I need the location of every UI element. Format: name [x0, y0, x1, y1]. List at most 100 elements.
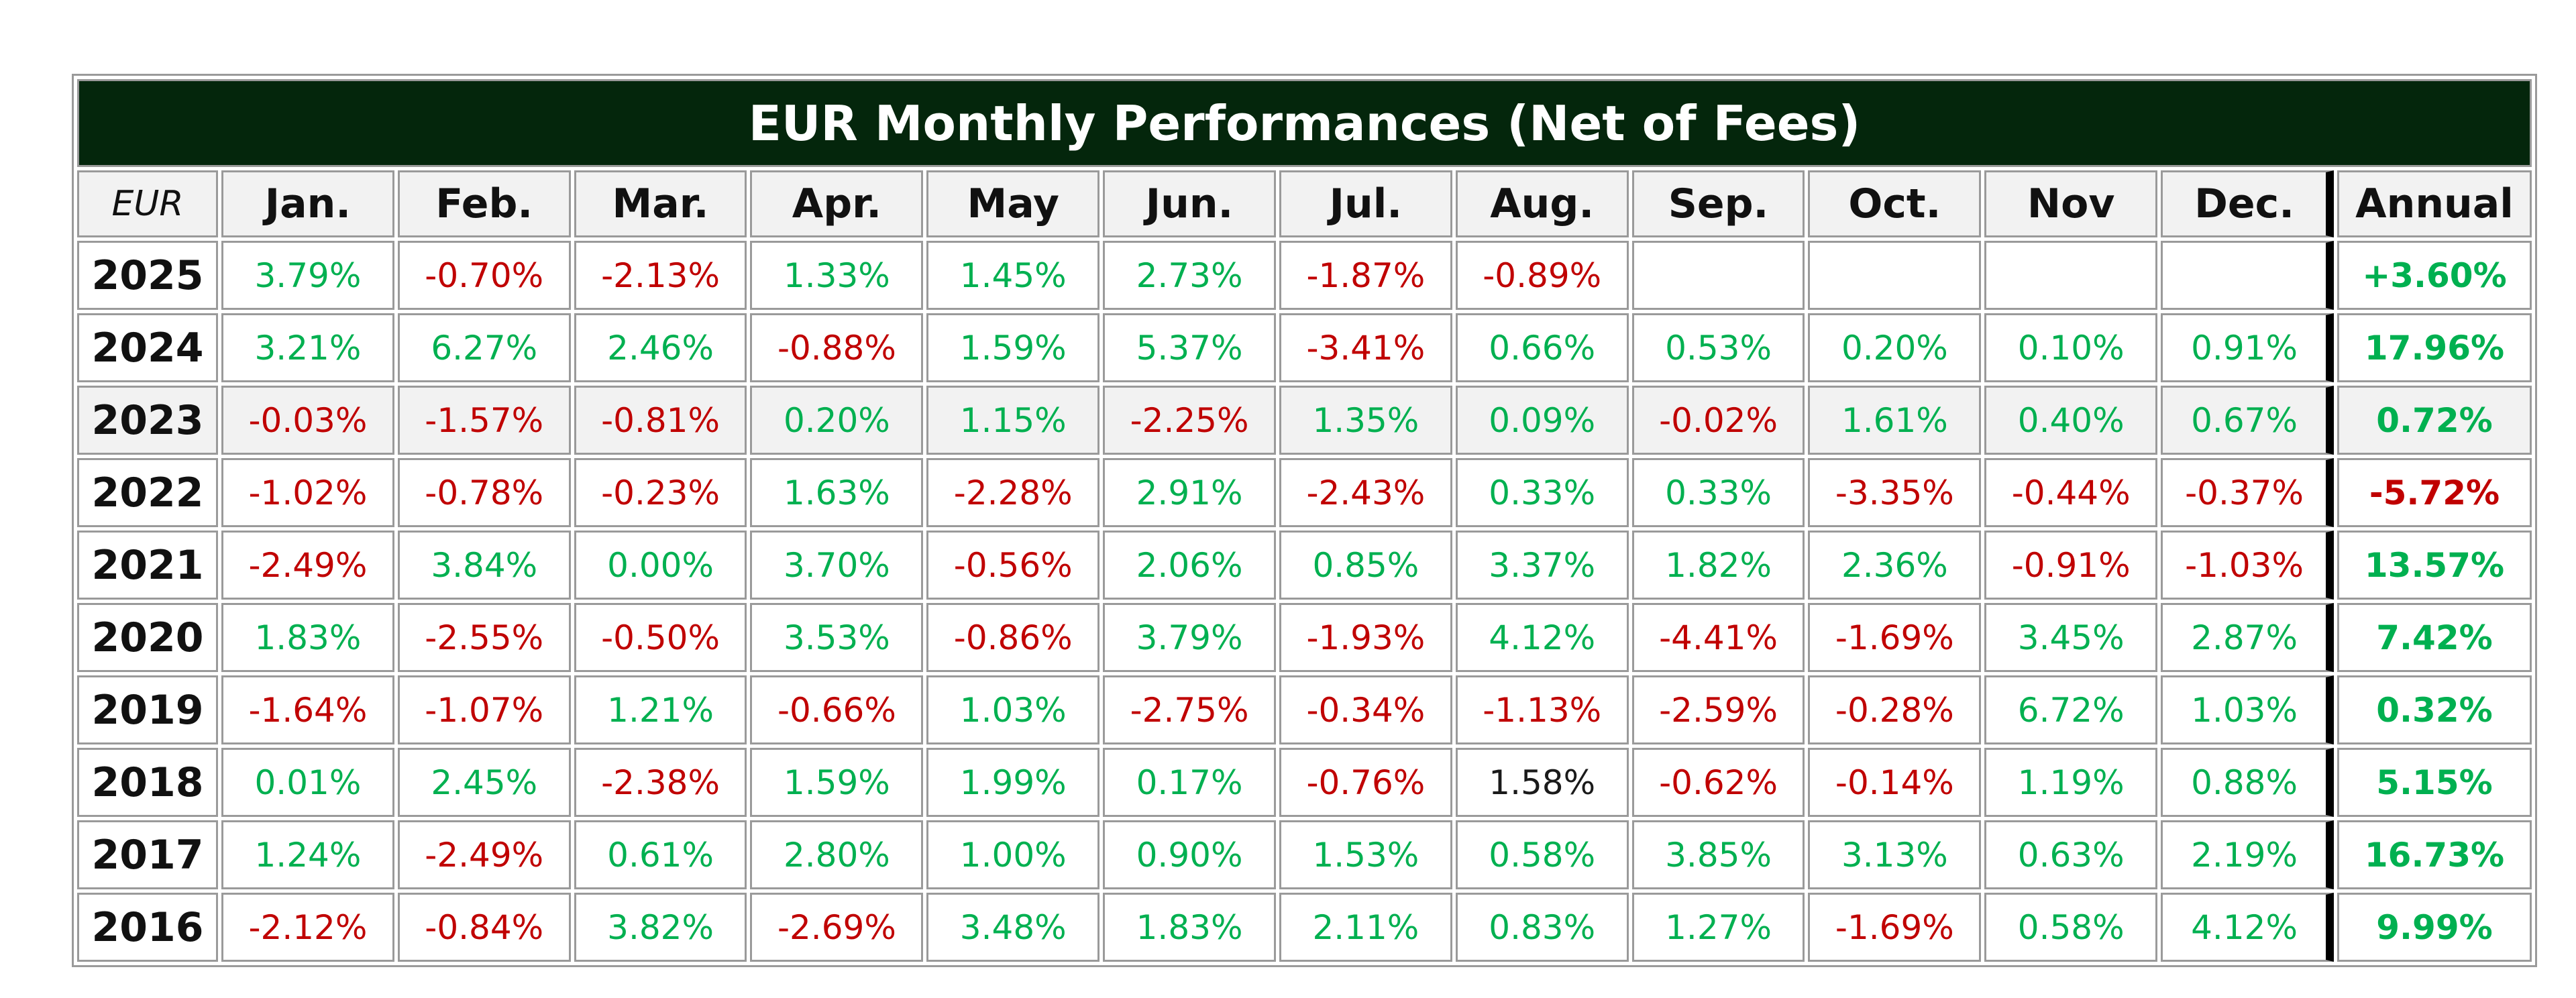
- year-cell: 2020: [77, 603, 218, 672]
- month-value-cell: 5.37%: [1103, 313, 1276, 382]
- column-header: Aug.: [1455, 170, 1629, 237]
- month-value-cell: -0.78%: [397, 458, 571, 527]
- month-value-cell: -0.81%: [574, 386, 747, 455]
- month-value-cell: -1.69%: [1808, 893, 1982, 962]
- month-value-cell: -0.89%: [1455, 241, 1629, 310]
- year-cell: 2019: [77, 675, 218, 744]
- month-value-cell: 3.37%: [1455, 531, 1629, 600]
- month-value-cell: 0.88%: [2161, 748, 2334, 817]
- annual-value-cell: 16.73%: [2337, 820, 2532, 889]
- month-value-cell: 0.58%: [1455, 820, 1629, 889]
- month-value-cell: 0.01%: [221, 748, 394, 817]
- month-value-cell: 0.58%: [1984, 893, 2158, 962]
- column-header: May: [926, 170, 1100, 237]
- month-value-cell: -2.43%: [1279, 458, 1452, 527]
- month-value-cell: 2.45%: [397, 748, 571, 817]
- month-value-cell: 0.90%: [1103, 820, 1276, 889]
- month-value-cell: -0.50%: [574, 603, 747, 672]
- column-header: Oct.: [1808, 170, 1982, 237]
- month-value-cell: -2.49%: [221, 531, 394, 600]
- month-value-cell: 1.24%: [221, 820, 394, 889]
- month-value-cell: -0.37%: [2161, 458, 2334, 527]
- month-value-cell: 1.45%: [926, 241, 1100, 310]
- month-value-cell: -1.03%: [2161, 531, 2334, 600]
- month-value-cell: [2161, 241, 2334, 310]
- month-value-cell: -2.49%: [397, 820, 571, 889]
- month-value-cell: -0.44%: [1984, 458, 2158, 527]
- month-value-cell: -2.13%: [574, 241, 747, 310]
- month-value-cell: -2.59%: [1631, 675, 1805, 744]
- month-value-cell: -3.35%: [1808, 458, 1982, 527]
- month-value-cell: -0.02%: [1631, 386, 1805, 455]
- year-cell: 2021: [77, 531, 218, 600]
- month-value-cell: 1.82%: [1631, 531, 1805, 600]
- month-value-cell: 2.36%: [1808, 531, 1982, 600]
- table-body: 2025 3.79% -0.70% -2.13% 1.33% 1.45% 2.73% -1.8…: [77, 241, 2532, 962]
- month-value-cell: -2.69%: [750, 893, 924, 962]
- table-row: 2021 -2.49% 3.84% 0.00% 3.70% -0.56% 2.06% 0.85…: [77, 531, 2532, 600]
- month-value-cell: -0.91%: [1984, 531, 2158, 600]
- column-header: Dec.: [2161, 170, 2334, 237]
- month-value-cell: -0.28%: [1808, 675, 1982, 744]
- column-header: Sep.: [1631, 170, 1805, 237]
- year-cell: 2023: [77, 386, 218, 455]
- month-value-cell: 2.87%: [2161, 603, 2334, 672]
- month-value-cell: 3.79%: [221, 241, 394, 310]
- annual-value-cell: +3.60%: [2337, 241, 2532, 310]
- month-value-cell: -2.28%: [926, 458, 1100, 527]
- annual-value-cell: 7.42%: [2337, 603, 2532, 672]
- column-header: Jul.: [1279, 170, 1452, 237]
- month-value-cell: 0.10%: [1984, 313, 2158, 382]
- annual-value-cell: 0.32%: [2337, 675, 2532, 744]
- month-value-cell: 1.83%: [1103, 893, 1276, 962]
- table-row: 2023 -0.03% -1.57% -0.81% 0.20% 1.15% -2.25% 1.…: [77, 386, 2532, 455]
- month-value-cell: 0.66%: [1455, 313, 1629, 382]
- year-cell: 2025: [77, 241, 218, 310]
- month-value-cell: -1.02%: [221, 458, 394, 527]
- year-cell: 2018: [77, 748, 218, 817]
- month-value-cell: 3.70%: [750, 531, 924, 600]
- month-value-cell: -0.70%: [397, 241, 571, 310]
- month-value-cell: 0.61%: [574, 820, 747, 889]
- column-header-row: EUR Jan. Feb. Mar. Apr. May Jun. Jul. Aug. Sep. O…: [77, 170, 2532, 237]
- month-value-cell: -2.38%: [574, 748, 747, 817]
- month-value-cell: -1.64%: [221, 675, 394, 744]
- month-value-cell: 2.11%: [1279, 893, 1452, 962]
- column-header: Mar.: [574, 170, 747, 237]
- column-header: Apr.: [750, 170, 924, 237]
- year-cell: 2017: [77, 820, 218, 889]
- month-value-cell: 3.85%: [1631, 820, 1805, 889]
- month-value-cell: 1.63%: [750, 458, 924, 527]
- annual-column-header: Annual: [2337, 170, 2532, 237]
- month-value-cell: 3.79%: [1103, 603, 1276, 672]
- monthly-performance-table: EUR Monthly Performances (Net of Fees) E…: [72, 74, 2537, 967]
- month-value-cell: 4.12%: [1455, 603, 1629, 672]
- month-value-cell: -0.56%: [926, 531, 1100, 600]
- month-value-cell: 3.53%: [750, 603, 924, 672]
- month-value-cell: 1.19%: [1984, 748, 2158, 817]
- month-value-cell: 1.83%: [221, 603, 394, 672]
- month-value-cell: -0.62%: [1631, 748, 1805, 817]
- month-value-cell: 1.35%: [1279, 386, 1452, 455]
- month-value-cell: 2.91%: [1103, 458, 1276, 527]
- month-value-cell: 3.84%: [397, 531, 571, 600]
- table-row: 2022 -1.02% -0.78% -0.23% 1.63% -2.28% 2.91% -2…: [77, 458, 2532, 527]
- table-row: 2019 -1.64% -1.07% 1.21% -0.66% 1.03% -2.75% -0…: [77, 675, 2532, 744]
- month-value-cell: -0.03%: [221, 386, 394, 455]
- month-value-cell: 1.27%: [1631, 893, 1805, 962]
- month-value-cell: -0.84%: [397, 893, 571, 962]
- year-cell: 2024: [77, 313, 218, 382]
- table-title: EUR Monthly Performances (Net of Fees): [77, 79, 2532, 167]
- year-cell: 2016: [77, 893, 218, 962]
- table-row: 2025 3.79% -0.70% -2.13% 1.33% 1.45% 2.73% -1.8…: [77, 241, 2532, 310]
- month-value-cell: 6.27%: [397, 313, 571, 382]
- table-row: 2018 0.01% 2.45% -2.38% 1.59% 1.99% 0.17% -0.76…: [77, 748, 2532, 817]
- month-value-cell: -1.69%: [1808, 603, 1982, 672]
- month-value-cell: -0.66%: [750, 675, 924, 744]
- month-value-cell: -3.41%: [1279, 313, 1452, 382]
- column-header: Jan.: [221, 170, 394, 237]
- annual-value-cell: 9.99%: [2337, 893, 2532, 962]
- month-value-cell: -1.57%: [397, 386, 571, 455]
- year-cell: 2022: [77, 458, 218, 527]
- table-row: 2024 3.21% 6.27% 2.46% -0.88% 1.59% 5.37% -3.41…: [77, 313, 2532, 382]
